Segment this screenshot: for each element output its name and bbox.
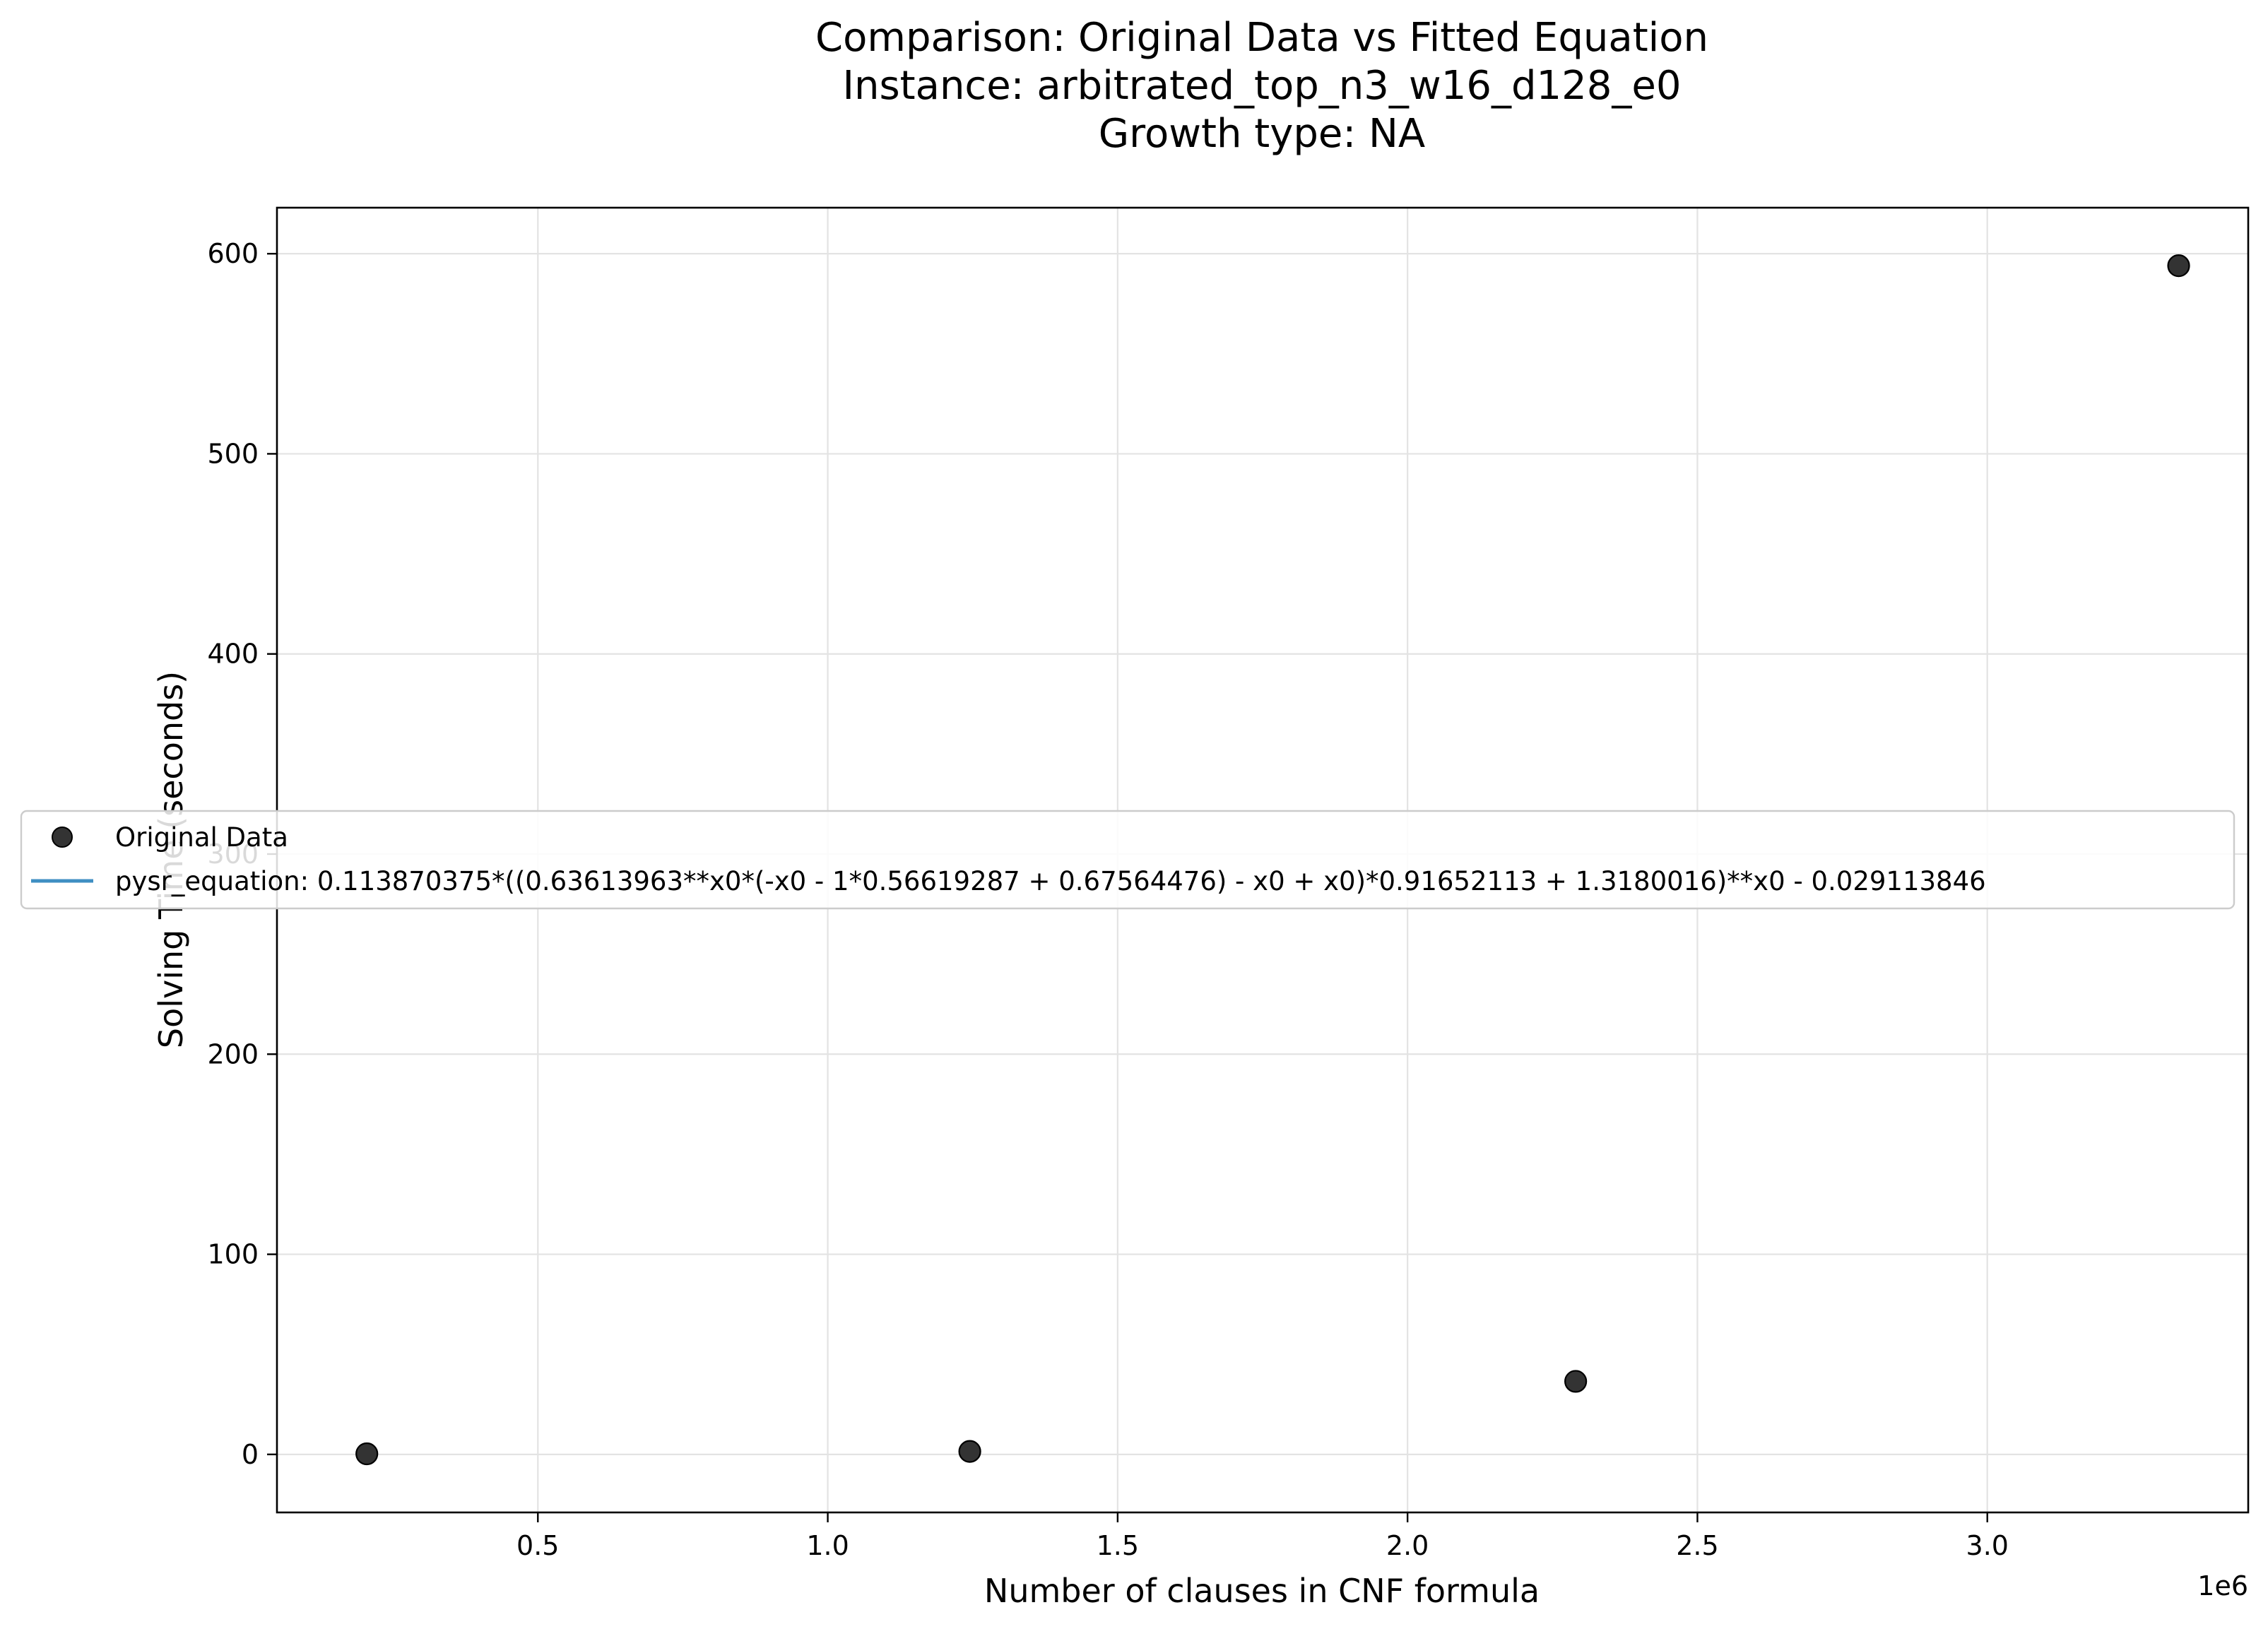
x-tick-label: 2.0: [1386, 1530, 1429, 1561]
scatter-points: [355, 254, 2190, 1466]
data-point: [1564, 1370, 1588, 1393]
x-tick-label: 2.5: [1676, 1530, 1718, 1561]
legend: Original Data pysr_equation: 0.113870375…: [20, 810, 2235, 910]
y-tick-label: 500: [207, 438, 259, 469]
legend-box: [20, 810, 2235, 910]
y-tick-label: 0: [242, 1439, 259, 1470]
chart-title-line-2: Instance: arbitrated_top_n3_w16_d128_e0: [842, 63, 1681, 109]
y-tick-label: 400: [207, 639, 259, 670]
x-axis-offset-text: 1e6: [2197, 1570, 2248, 1601]
x-tick-label: 1.5: [1097, 1530, 1139, 1561]
chart-title-line-3: Growth type: NA: [1099, 111, 1425, 157]
x-tick-label: 3.0: [1966, 1530, 2009, 1561]
data-point: [355, 1442, 379, 1466]
y-tick-label: 600: [207, 238, 259, 269]
x-tick-label: 0.5: [516, 1530, 559, 1561]
chart-title-line-1: Comparison: Original Data vs Fitted Equa…: [815, 15, 1708, 61]
data-point: [2167, 254, 2190, 278]
legend-label-pysr-equation: pysr_equation: 0.113870375*((0.63613963*…: [115, 866, 1986, 896]
y-tick-label: 100: [207, 1239, 259, 1270]
y-tick-label: 200: [207, 1038, 259, 1070]
x-tick-label: 1.0: [806, 1530, 849, 1561]
legend-label-original-data: Original Data: [115, 822, 288, 853]
x-axis-label: Number of clauses in CNF formula: [984, 1572, 1540, 1610]
data-point: [958, 1440, 981, 1463]
legend-marker-original-data: [52, 827, 73, 848]
